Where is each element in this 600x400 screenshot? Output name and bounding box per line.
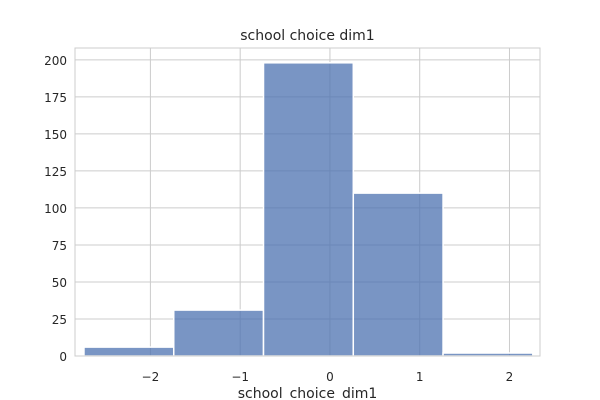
x-tick-labels: −2 −1 0 1 2 bbox=[142, 370, 514, 384]
histogram-bar-1 bbox=[83, 346, 175, 357]
x-tick-label: −2 bbox=[142, 370, 160, 384]
y-tick-label: 175 bbox=[44, 91, 67, 105]
y-tick-label: 50 bbox=[52, 276, 67, 290]
y-tick-label: 25 bbox=[52, 313, 67, 327]
y-tick-label: 75 bbox=[52, 239, 67, 253]
y-tick-labels: 0 25 50 75 100 125 150 175 200 bbox=[44, 54, 67, 364]
x-axis-label: school_choice_dim1 bbox=[238, 386, 378, 400]
histogram-bar-3 bbox=[262, 62, 355, 357]
y-tick-label: 200 bbox=[44, 54, 67, 68]
y-tick-label: 0 bbox=[59, 350, 67, 364]
histogram-bar-4 bbox=[352, 192, 444, 357]
plot-frame bbox=[74, 47, 541, 357]
x-tick-label: 2 bbox=[506, 370, 514, 384]
y-tick-label: 100 bbox=[44, 202, 67, 216]
histogram-bar-2 bbox=[172, 309, 265, 357]
y-tick-label: 150 bbox=[44, 128, 67, 142]
chart-title: school choice dim1 bbox=[240, 28, 374, 44]
x-tick-label: −1 bbox=[231, 370, 249, 384]
y-tick-label: 125 bbox=[44, 165, 67, 179]
x-tick-label: 0 bbox=[326, 370, 334, 384]
x-tick-label: 1 bbox=[416, 370, 424, 384]
